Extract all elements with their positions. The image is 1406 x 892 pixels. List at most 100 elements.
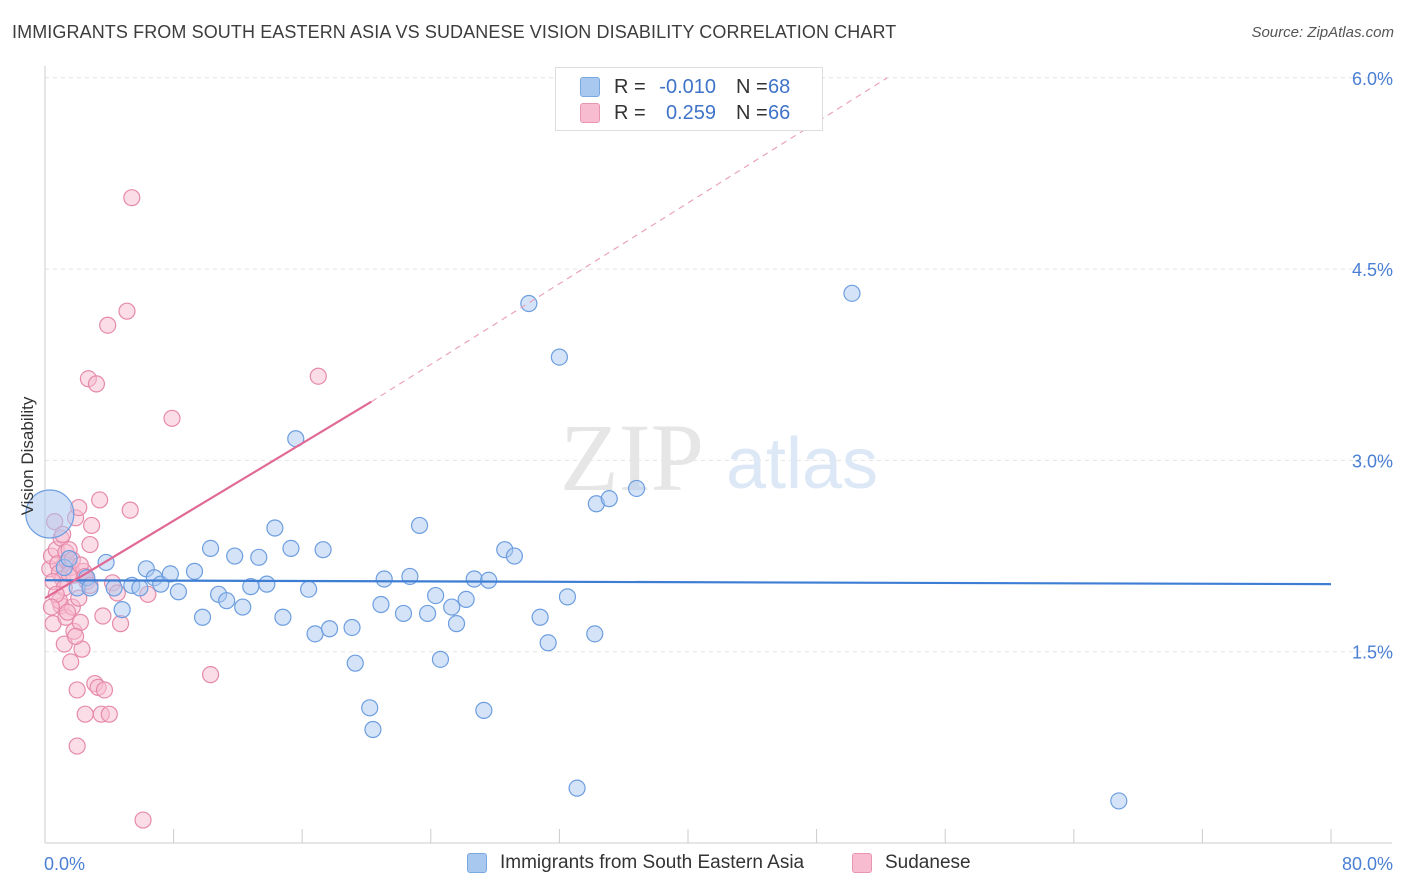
sea-immigrant-point	[193, 608, 212, 626]
sudanese-point	[42, 598, 61, 616]
legend-swatch-sudanese	[580, 103, 600, 123]
sea-immigrant-point	[282, 539, 300, 557]
sea-immigrant-point	[600, 490, 618, 508]
y-tick-label: 3.0%	[1352, 451, 1393, 471]
sudanese-point	[309, 367, 327, 385]
legend-n-value: 68	[768, 75, 791, 98]
sea-immigrant-point	[266, 519, 284, 537]
sea-immigrant-point	[505, 547, 523, 565]
sea-immigrant-point	[394, 604, 413, 623]
y-tick-label: 4.5%	[1352, 260, 1393, 280]
sea-immigrant-point	[558, 588, 577, 606]
sea-immigrant-point	[475, 701, 493, 719]
sea-immigrant-point	[131, 579, 149, 597]
sea-immigrant-point	[185, 562, 204, 580]
legend-swatch-sea	[580, 77, 600, 97]
gridlines	[45, 77, 1392, 653]
watermark: ZIP atlas	[560, 404, 878, 511]
series-legend-label-sea: Immigrants from South Eastern Asia	[500, 852, 805, 873]
sea-immigrant-point	[314, 541, 332, 559]
sea-immigrant-point	[410, 516, 429, 535]
sea-immigrant-point	[372, 595, 390, 614]
series-legend: Immigrants from South Eastern Asia Sudan…	[0, 852, 1406, 878]
series-legend-swatch-sea	[467, 853, 487, 873]
sudanese-point	[99, 316, 117, 334]
sea-immigrant-point	[447, 615, 466, 633]
sea-immigrant-point	[300, 580, 318, 598]
legend-n-value: 66	[768, 101, 791, 124]
sea-immigrant-point	[427, 586, 445, 605]
sudanese-point	[83, 516, 101, 535]
legend-row-sudanese: R = 0.259 N = 66	[580, 101, 790, 125]
sea-immigrant-point	[306, 625, 324, 643]
sudanese-point	[81, 535, 99, 554]
sea-immigrant-point	[274, 608, 292, 626]
sea-immigrant-point	[457, 590, 475, 609]
sea-trend-line	[44, 579, 1332, 586]
sea-immigrant-point	[531, 608, 549, 626]
sea-immigrant-point	[431, 650, 450, 668]
sea-immigrant-point	[465, 570, 483, 588]
correlation-legend: R = -0.010 N = 68 R = 0.259 N = 66	[555, 67, 823, 131]
sudanese-point	[66, 627, 85, 645]
y-tick-label: 1.5%	[1352, 643, 1393, 663]
sea-immigrant-point	[443, 598, 461, 616]
sudanese-point	[95, 681, 114, 699]
sea-immigrant-point	[418, 604, 437, 623]
sea-immigrant-points	[25, 284, 1128, 810]
series-legend-label-sudanese: Sudanese	[885, 852, 971, 873]
y-tick-label: 6.0%	[1352, 69, 1393, 89]
sudanese-point	[100, 705, 118, 723]
sea-immigrant-point	[81, 579, 99, 597]
legend-r-value: -0.010	[659, 75, 716, 98]
sea-immigrant-point	[226, 547, 244, 565]
legend-r-label: R =	[614, 75, 646, 98]
x-tick-labels: 0.0% 80.0%	[44, 854, 1393, 874]
series-legend-item-sea[interactable]: Immigrants from South Eastern Asia	[467, 852, 804, 874]
sudanese-point	[62, 653, 80, 671]
sea-immigrant-point	[480, 571, 498, 589]
chart-title: IMMIGRANTS FROM SOUTH EASTERN ASIA VS SU…	[12, 22, 897, 42]
source-label: Source: ZipAtlas.com	[1251, 24, 1394, 41]
series-legend-swatch-sudanese	[852, 853, 872, 873]
x-tick-label-min: 0.0%	[44, 854, 85, 874]
sea-immigrant-point	[361, 699, 379, 717]
sudanese-point	[201, 666, 220, 684]
sudanese-point	[68, 681, 86, 699]
sea-immigrant-point	[627, 479, 646, 498]
sudanese-point	[123, 189, 141, 207]
sea-immigrant-point	[343, 618, 361, 637]
y-axis-label: Vision Disability	[18, 396, 37, 515]
sudanese-point	[87, 375, 106, 393]
legend-r-label: R =	[614, 101, 646, 124]
sea-immigrant-point	[320, 620, 339, 638]
sudanese-trend-extension	[371, 77, 888, 403]
sudanese-point	[121, 501, 139, 519]
sea-immigrant-point	[113, 601, 131, 619]
sea-immigrant-point	[218, 592, 236, 610]
legend-r-value: 0.259	[665, 101, 716, 124]
sudanese-point	[94, 607, 112, 625]
sudanese-point	[68, 737, 86, 755]
sea-immigrant-point	[364, 720, 382, 739]
sea-immigrant-point	[550, 348, 569, 366]
legend-row-sea: R = -0.010 N = 68	[580, 75, 790, 99]
sudanese-point	[76, 705, 94, 723]
sea-immigrant-point	[568, 779, 586, 797]
sea-immigrant-point	[1110, 792, 1128, 810]
legend-n-label: N =	[736, 101, 768, 124]
sudanese-point	[91, 491, 109, 509]
legend-n-label: N =	[736, 75, 768, 98]
sudanese-trend-line	[44, 400, 372, 600]
sea-immigrant-point	[234, 598, 252, 616]
sea-immigrant-point	[105, 579, 123, 597]
trend-lines	[44, 77, 1332, 600]
sea-immigrant-point	[161, 565, 179, 583]
sudanese-point	[134, 811, 152, 829]
sudanese-point	[163, 409, 181, 427]
sea-immigrant-point	[25, 489, 75, 539]
x-tick-label-max: 80.0%	[1342, 854, 1393, 874]
sea-immigrant-point	[520, 294, 538, 313]
series-legend-item-sudanese[interactable]: Sudanese	[852, 852, 971, 874]
